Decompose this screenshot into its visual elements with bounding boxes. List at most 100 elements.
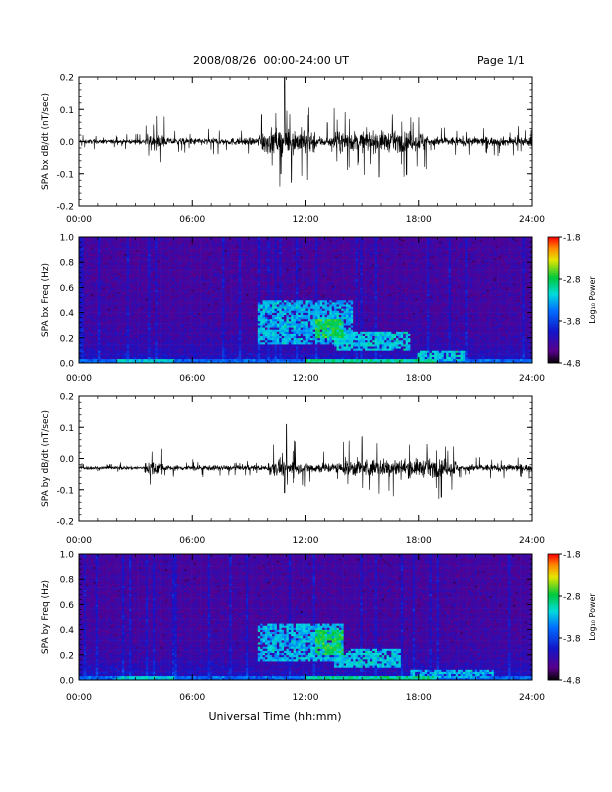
spectrogram-cell	[124, 344, 127, 346]
spectrogram-cell	[124, 256, 127, 258]
spectrogram-cell	[89, 290, 92, 292]
spectrogram-cell	[146, 321, 149, 323]
spectrogram-cell	[153, 277, 156, 279]
spectrogram-cell	[105, 344, 108, 346]
spectrogram-cell	[108, 260, 111, 262]
spectrogram-cell	[110, 327, 113, 329]
spectrogram-cell	[96, 311, 99, 313]
spectrogram-cell	[146, 346, 149, 348]
spectrogram-cell	[151, 294, 154, 296]
spectrogram-cell	[117, 294, 120, 296]
spectrogram-cell	[112, 281, 115, 283]
spectrogram-cell	[84, 357, 87, 359]
spectrogram-cell	[98, 290, 101, 292]
spectrogram-cell	[96, 262, 99, 264]
spectrogram-cell	[115, 336, 118, 338]
spectrogram-cell	[86, 296, 89, 298]
spectrogram-cell	[122, 325, 125, 327]
spectrogram-cell	[127, 355, 130, 357]
spectrogram-cell	[141, 248, 144, 250]
spectrogram-cell	[84, 311, 87, 313]
spectrogram-cell	[103, 283, 106, 285]
spectrogram-cell	[91, 300, 94, 302]
spectrogram-cell	[131, 336, 134, 338]
spectrogram-cell	[115, 245, 118, 247]
spectrogram-cell	[146, 283, 149, 285]
spectrogram-cell	[134, 355, 137, 357]
spectrogram-cell	[153, 353, 156, 355]
spectrogram-cell	[131, 332, 134, 334]
spectrogram-cell	[112, 357, 115, 359]
spectrogram-cell	[117, 250, 120, 252]
spectrogram-cell	[155, 306, 158, 308]
spectrogram-cell	[86, 325, 89, 327]
spectrogram-cell	[151, 262, 154, 264]
spectrogram-cell	[129, 323, 132, 325]
spectrogram-cell	[112, 239, 115, 241]
spectrogram-cell	[153, 292, 156, 294]
spectrogram-cell	[98, 285, 101, 287]
spectrogram-cell	[136, 266, 139, 268]
spectrogram-cell	[141, 285, 144, 287]
spectrogram-cell	[139, 306, 142, 308]
spectrogram-cell	[117, 285, 120, 287]
spectrogram-cell	[98, 266, 101, 268]
spectrogram-cell	[146, 250, 149, 252]
spectrogram-cell	[91, 245, 94, 247]
spectrogram-cell	[155, 313, 158, 315]
spectrogram-cell	[139, 275, 142, 277]
spectrogram-cell	[127, 285, 130, 287]
spectrogram-cell	[131, 256, 134, 258]
spectrogram-cell	[81, 290, 84, 292]
spectrogram-cell	[139, 250, 142, 252]
spectrogram-cell	[124, 279, 127, 281]
spectrogram-cell	[84, 266, 87, 268]
spectrogram-cell	[139, 348, 142, 350]
spectrogram-cell	[86, 321, 89, 323]
spectrogram-cell	[84, 340, 87, 342]
spectrogram-cell	[141, 332, 144, 334]
spectrogram-cell	[139, 298, 142, 300]
spectrogram-cell	[129, 359, 132, 361]
spectrogram-cell	[134, 248, 137, 250]
spectrogram-cell	[153, 300, 156, 302]
spectrogram-cell	[148, 298, 151, 300]
spectrogram-cell	[155, 279, 158, 281]
spectrogram-cell	[112, 338, 115, 340]
spectrogram-cell	[84, 315, 87, 317]
spectrogram-cell	[155, 245, 158, 247]
spectrogram-cell	[93, 281, 96, 283]
spectrogram-cell	[151, 279, 154, 281]
spectrogram-cell	[84, 325, 87, 327]
spectrogram-cell	[127, 254, 130, 256]
spectrogram-cell	[96, 338, 99, 340]
spectrogram-cell	[120, 325, 123, 327]
spectrogram-cell	[134, 241, 137, 243]
spectrogram-cell	[81, 245, 84, 247]
spectrogram-cell	[100, 258, 103, 260]
spectrogram-cell	[141, 279, 144, 281]
spectrogram-cell	[96, 243, 99, 245]
spectrogram-cell	[93, 300, 96, 302]
spectrogram-cell	[129, 317, 132, 319]
spectrogram-cell	[108, 279, 111, 281]
spectrogram-cell	[84, 264, 87, 266]
spectrogram-cell	[143, 346, 146, 348]
spectrogram-cell	[103, 336, 106, 338]
spectrogram-cell	[98, 243, 101, 245]
spectrogram-cell	[110, 250, 113, 252]
spectrogram-cell	[136, 334, 139, 336]
spectrogram-cell	[120, 266, 123, 268]
spectrogram-cell	[108, 315, 111, 317]
spectrogram-cell	[115, 344, 118, 346]
spectrogram-cell	[129, 294, 132, 296]
spectrogram-cell	[100, 273, 103, 275]
spectrogram-cell	[155, 334, 158, 336]
spectrogram-cell	[81, 300, 84, 302]
spectrogram-cell	[98, 332, 101, 334]
spectrogram-cell	[103, 298, 106, 300]
spectrogram-cell	[103, 350, 106, 352]
spectrogram-cell	[129, 346, 132, 348]
spectrogram-cell	[108, 334, 111, 336]
spectrogram-cell	[136, 269, 139, 271]
